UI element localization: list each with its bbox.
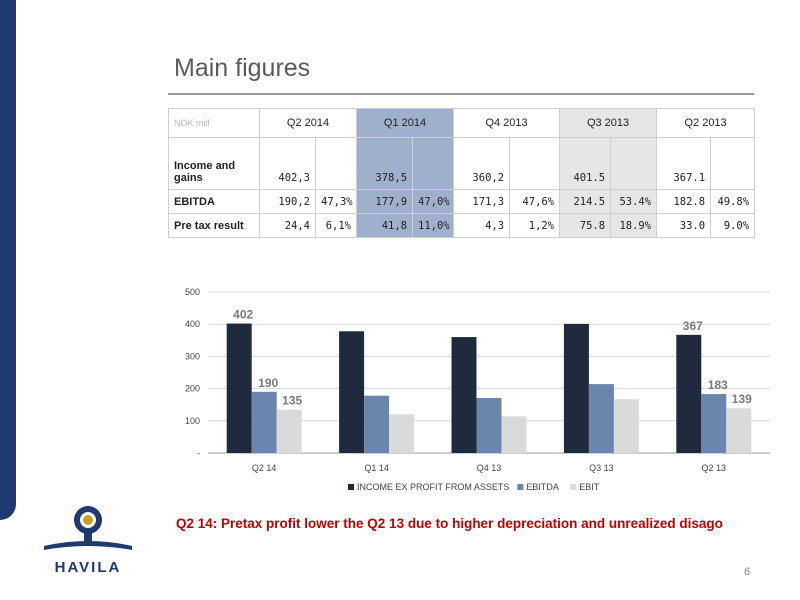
table-cell: 4,3 — [453, 213, 511, 238]
bar — [563, 323, 589, 453]
table-cell: 402,3 — [259, 137, 316, 190]
row-label: Income and gains — [168, 137, 260, 190]
table-cell: 53.4% — [610, 189, 658, 214]
period-header: Q1 2014 — [356, 108, 455, 138]
table-cell: 24,4 — [259, 213, 316, 238]
table-cell: 177,9 — [356, 189, 414, 214]
data-label: 135 — [282, 394, 302, 408]
x-tick-label: Q3 13 — [589, 463, 614, 473]
x-tick-label: Q4 13 — [477, 463, 502, 473]
anchor-icon — [44, 506, 132, 550]
table-row: EBITDA 190,2 47,3% 177,9 47,0% 171,3 47,… — [168, 189, 756, 214]
unit-label: NOK mill — [168, 108, 260, 138]
table-cell: 378,5 — [356, 137, 414, 190]
bar — [701, 394, 727, 453]
data-label: 139 — [732, 392, 752, 406]
table-cell: 182.8 — [656, 189, 712, 214]
x-tick-label: Q1 14 — [364, 463, 389, 473]
legend-label: INCOME EX PROFIT FROM ASSETS — [357, 482, 509, 492]
table-cell — [314, 137, 358, 190]
data-label: 183 — [708, 378, 728, 392]
table-cell — [710, 137, 756, 190]
table-cell: 75.8 — [559, 213, 612, 238]
row-label: Pre tax result — [168, 213, 260, 238]
table-cell: 360,2 — [453, 137, 511, 190]
legend-swatch — [570, 484, 577, 490]
row-label: EBITDA — [168, 189, 260, 214]
bar — [364, 395, 390, 453]
bar — [226, 323, 252, 453]
table-cell: 171,3 — [453, 189, 511, 214]
bar — [726, 408, 752, 453]
table-cell: 9.0% — [710, 213, 756, 238]
bar — [676, 334, 702, 453]
x-tick-label: Q2 13 — [702, 463, 727, 473]
period-header: Q2 2014 — [258, 108, 358, 138]
y-tick-label: 100 — [185, 416, 200, 426]
page-title: Main figures — [174, 54, 311, 82]
bar — [339, 331, 365, 453]
y-tick-label: - — [197, 448, 200, 458]
table-header-row: NOK mill Q2 2014 Q1 2014 Q4 2013 Q3 2013… — [168, 108, 756, 138]
table-cell: 18.9% — [610, 213, 658, 238]
side-accent-bar — [0, 0, 16, 520]
table-cell: 41,8 — [356, 213, 414, 238]
table-cell: 33.0 — [656, 213, 712, 238]
table-cell: 190,2 — [259, 189, 316, 214]
y-tick-label: 200 — [185, 384, 200, 394]
y-tick-label: 300 — [185, 351, 200, 361]
table-cell: 1,2% — [509, 213, 561, 238]
table-row: Pre tax result 24,4 6,1% 41,8 11,0% 4,3 … — [168, 213, 756, 238]
bar — [389, 414, 415, 453]
logo-wordmark: HAVILA — [55, 559, 122, 576]
table-cell — [610, 137, 658, 190]
table-cell: 47,0% — [412, 189, 455, 214]
legend-swatch — [348, 484, 354, 490]
bar — [476, 397, 502, 453]
x-tick-label: Q2 14 — [252, 463, 277, 473]
bar — [501, 416, 527, 453]
period-header: Q3 2013 — [559, 108, 658, 138]
table-cell: 47,3% — [314, 189, 358, 214]
bar — [451, 337, 477, 453]
data-label: 190 — [258, 376, 278, 390]
table-cell: 11,0% — [412, 213, 455, 238]
table-cell — [509, 137, 561, 190]
legend-label: EBIT — [579, 482, 600, 492]
period-header: Q2 2013 — [656, 108, 756, 138]
data-label: 402 — [233, 308, 253, 322]
page-number: 6 — [744, 566, 751, 578]
bar — [588, 384, 614, 453]
legend-swatch — [517, 484, 524, 490]
bar — [251, 391, 277, 453]
bar — [613, 399, 639, 453]
table-cell: 214.5 — [559, 189, 612, 214]
figures-table: NOK mill Q2 2014 Q1 2014 Q4 2013 Q3 2013… — [168, 108, 756, 238]
data-label: 367 — [683, 319, 703, 333]
legend-label: EBITDA — [526, 482, 559, 492]
y-tick-label: 500 — [185, 287, 200, 297]
period-header: Q4 2013 — [453, 108, 561, 138]
table-cell: 401.5 — [559, 137, 612, 190]
table-row: Income and gains 402,3 378,5 360,2 401.5… — [168, 137, 756, 190]
bar-chart: - 100 200 300 400 500 Q2 14 Q1 14 Q4 13 Q3 13 Q2 1… — [185, 287, 770, 492]
table-cell: 47,6% — [509, 189, 561, 214]
headline-text: Q2 14: Pretax profit lower the Q2 13 due… — [176, 516, 723, 531]
y-tick-label: 400 — [185, 319, 200, 329]
bar — [276, 409, 302, 453]
table-cell — [412, 137, 455, 190]
table-cell: 49.8% — [710, 189, 756, 214]
table-cell: 367.1 — [656, 137, 712, 190]
havila-logo: HAVILA — [44, 506, 132, 576]
title-divider — [168, 93, 754, 95]
table-cell: 6,1% — [314, 213, 358, 238]
